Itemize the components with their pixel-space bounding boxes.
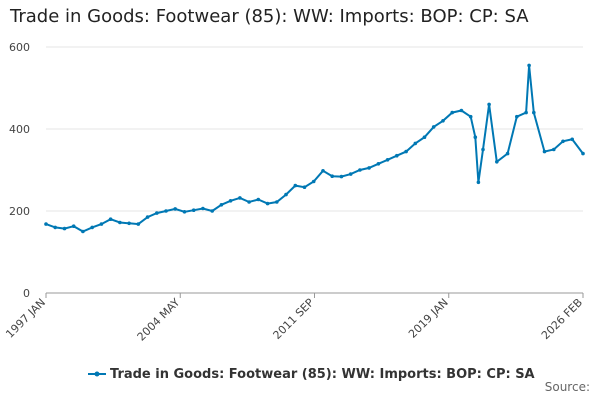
data-point[interactable] bbox=[385, 158, 390, 162]
data-point[interactable] bbox=[136, 222, 141, 226]
data-point[interactable] bbox=[473, 135, 478, 139]
data-point[interactable] bbox=[330, 174, 335, 178]
data-point[interactable] bbox=[182, 210, 187, 214]
data-point[interactable] bbox=[99, 222, 104, 226]
x-tick-label: 2004 MAY bbox=[135, 296, 183, 344]
data-point[interactable] bbox=[376, 162, 381, 166]
data-point[interactable] bbox=[413, 141, 418, 146]
data-point[interactable] bbox=[404, 149, 408, 154]
x-tick-label: 1997 JAN bbox=[3, 296, 48, 341]
data-point[interactable] bbox=[532, 110, 536, 115]
legend-label: Trade in Goods: Footwear (85): WW: Impor… bbox=[110, 367, 535, 382]
data-point[interactable] bbox=[481, 147, 485, 152]
data-point[interactable] bbox=[275, 200, 279, 204]
data-point[interactable] bbox=[210, 209, 214, 213]
data-point[interactable] bbox=[321, 169, 325, 173]
data-point[interactable] bbox=[44, 222, 48, 226]
data-point[interactable] bbox=[450, 110, 455, 115]
data-point[interactable] bbox=[53, 225, 57, 230]
data-point[interactable] bbox=[228, 199, 233, 203]
data-point[interactable] bbox=[395, 153, 399, 158]
data-point[interactable] bbox=[311, 179, 316, 184]
data-point[interactable] bbox=[542, 149, 547, 154]
data-point[interactable] bbox=[487, 102, 491, 107]
data-point[interactable] bbox=[90, 225, 94, 230]
data-point[interactable] bbox=[348, 172, 353, 176]
x-tick-label: 2011 SEP bbox=[271, 296, 317, 342]
data-point[interactable] bbox=[81, 229, 85, 234]
data-point[interactable] bbox=[127, 221, 131, 226]
y-tick-label: 0 bbox=[23, 287, 30, 300]
x-tick-label: 2026 FEB bbox=[539, 296, 585, 342]
legend-swatch-marker bbox=[94, 371, 100, 377]
y-tick-label: 200 bbox=[9, 205, 30, 218]
data-point[interactable] bbox=[164, 209, 168, 213]
data-point[interactable] bbox=[302, 185, 307, 189]
data-point[interactable] bbox=[219, 203, 224, 207]
data-point[interactable] bbox=[293, 183, 298, 188]
data-point[interactable] bbox=[459, 108, 464, 113]
legend[interactable]: Trade in Goods: Footwear (85): WW: Impor… bbox=[88, 367, 535, 382]
data-point[interactable] bbox=[256, 197, 261, 202]
data-point[interactable] bbox=[238, 196, 242, 200]
data-point[interactable] bbox=[441, 119, 445, 123]
data-point[interactable] bbox=[339, 174, 344, 179]
data-point[interactable] bbox=[570, 137, 574, 142]
source-label: Source: bbox=[544, 380, 590, 394]
data-point[interactable] bbox=[358, 168, 362, 172]
data-point[interactable] bbox=[422, 135, 427, 139]
data-point[interactable] bbox=[71, 224, 76, 228]
chart-title: Trade in Goods: Footwear (85): WW: Impor… bbox=[10, 6, 529, 27]
data-point[interactable] bbox=[468, 114, 473, 119]
data-point[interactable] bbox=[581, 151, 585, 156]
data-point[interactable] bbox=[561, 139, 565, 144]
data-point[interactable] bbox=[155, 211, 159, 215]
data-point[interactable] bbox=[108, 217, 113, 221]
data-point[interactable] bbox=[505, 151, 510, 156]
data-point[interactable] bbox=[284, 192, 288, 197]
data-point[interactable] bbox=[191, 208, 196, 212]
data-point[interactable] bbox=[552, 147, 556, 152]
data-point[interactable] bbox=[265, 201, 270, 206]
data-point[interactable] bbox=[145, 215, 150, 219]
data-point[interactable] bbox=[247, 200, 251, 204]
data-point[interactable] bbox=[527, 63, 531, 68]
data-point[interactable] bbox=[495, 160, 499, 164]
data-point[interactable] bbox=[118, 220, 122, 225]
data-point[interactable] bbox=[173, 207, 177, 211]
y-tick-label: 600 bbox=[9, 41, 30, 54]
y-tick-label: 400 bbox=[9, 123, 30, 136]
data-point[interactable] bbox=[476, 180, 481, 185]
data-point[interactable] bbox=[524, 110, 528, 115]
data-point[interactable] bbox=[62, 226, 67, 231]
x-tick-label: 2019 JAN bbox=[406, 296, 451, 341]
series-line bbox=[45, 65, 584, 233]
data-point[interactable] bbox=[367, 166, 371, 170]
x-axis: 1997 JAN 2004 MAY 2011 SEP 2019 JAN 2026 FEB bbox=[3, 292, 585, 344]
gridlines bbox=[46, 46, 583, 212]
data-point[interactable] bbox=[431, 125, 436, 129]
series-markers bbox=[44, 63, 585, 234]
data-point[interactable] bbox=[201, 206, 205, 211]
data-point[interactable] bbox=[515, 114, 519, 119]
y-axis: 0 200 400 600 bbox=[9, 41, 30, 300]
